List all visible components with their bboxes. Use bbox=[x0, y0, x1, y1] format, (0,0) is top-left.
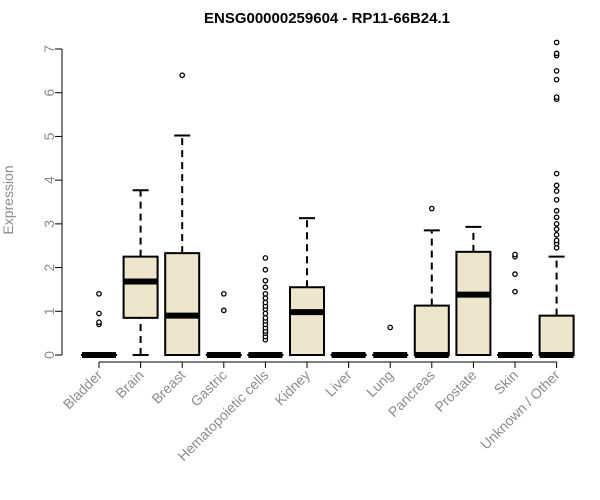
box-3 bbox=[205, 290, 242, 358]
x-tick-label: Prostate bbox=[431, 367, 479, 415]
x-tick-label: Breast bbox=[148, 367, 188, 407]
box-5 bbox=[289, 217, 325, 356]
outlier-point bbox=[553, 207, 560, 214]
x-tick-label: Lung bbox=[363, 367, 396, 400]
outlier-point bbox=[553, 226, 560, 232]
y-tick-label: 0 bbox=[41, 351, 57, 359]
outlier-point bbox=[387, 324, 394, 331]
outlier-point bbox=[512, 251, 518, 258]
box-1 bbox=[122, 189, 159, 356]
box-rect bbox=[289, 286, 325, 356]
outlier-point bbox=[220, 307, 227, 314]
chart-title: ENSG00000259604 - RP11-66B24.1 bbox=[204, 10, 450, 27]
y-tick-label: 6 bbox=[41, 89, 57, 97]
box-11 bbox=[538, 39, 575, 358]
outlier-point bbox=[96, 310, 102, 317]
outlier-point bbox=[262, 277, 269, 284]
outlier-point bbox=[553, 68, 560, 74]
box-10 bbox=[497, 251, 533, 358]
outlier-point bbox=[553, 39, 560, 46]
outlier-point bbox=[262, 290, 269, 297]
outlier-point bbox=[553, 50, 560, 57]
outlier-point bbox=[428, 205, 435, 212]
box-8 bbox=[413, 205, 450, 358]
outlier-point bbox=[553, 76, 560, 83]
box-0 bbox=[81, 290, 117, 358]
x-tick-label: Bladder bbox=[60, 367, 106, 413]
box-4 bbox=[247, 255, 284, 358]
box-rect bbox=[164, 252, 201, 357]
outlier-point bbox=[220, 290, 227, 297]
outlier-point bbox=[96, 319, 102, 326]
x-tick-label: Liver bbox=[322, 367, 355, 400]
box-7 bbox=[372, 324, 409, 358]
box-2 bbox=[164, 72, 201, 357]
outlier-point bbox=[96, 290, 102, 297]
outlier-point bbox=[262, 284, 269, 291]
outlier-point bbox=[553, 170, 560, 177]
box-series bbox=[81, 39, 575, 358]
outlier-point bbox=[262, 255, 269, 261]
y-axis: 0 1 2 3 4 5 6 7 bbox=[41, 45, 63, 359]
outlier-point bbox=[553, 221, 560, 227]
outlier-point bbox=[553, 188, 560, 194]
outlier-point bbox=[553, 231, 560, 238]
outlier-point bbox=[179, 72, 186, 79]
y-axis-label: Expression bbox=[0, 165, 16, 234]
box-rect bbox=[413, 304, 450, 356]
box-rect bbox=[122, 255, 159, 319]
box-rect bbox=[538, 314, 575, 356]
outlier-point bbox=[512, 288, 518, 295]
x-tick-label: Skin bbox=[491, 367, 522, 398]
outlier-point bbox=[553, 196, 560, 203]
x-tick-label: Kidney bbox=[272, 367, 314, 409]
x-tick-label: Unknown / Other bbox=[477, 367, 563, 453]
outlier-point bbox=[512, 271, 518, 277]
outlier-point bbox=[553, 182, 560, 189]
outlier-point bbox=[553, 214, 560, 221]
outlier-point bbox=[553, 237, 560, 244]
box-9 bbox=[455, 225, 492, 356]
x-tick-label: Brain bbox=[112, 367, 146, 401]
y-tick-label: 4 bbox=[41, 176, 57, 184]
y-tick-label: 5 bbox=[41, 132, 57, 140]
y-tick-label: 3 bbox=[41, 220, 57, 228]
outlier-point bbox=[553, 94, 560, 100]
box-rect bbox=[455, 250, 492, 356]
y-tick-label: 1 bbox=[41, 307, 57, 315]
outlier-point bbox=[262, 266, 269, 273]
y-tick-label: 7 bbox=[41, 45, 57, 53]
y-tick-label: 2 bbox=[41, 263, 57, 271]
